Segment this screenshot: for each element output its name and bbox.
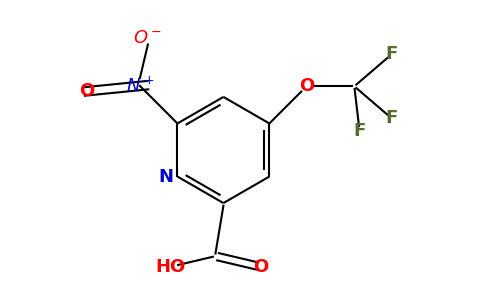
Text: O: O	[299, 77, 314, 95]
Text: O: O	[79, 82, 95, 100]
Text: F: F	[353, 122, 366, 140]
Text: $N^+$: $N^+$	[126, 76, 154, 96]
Text: O: O	[253, 258, 268, 276]
Text: HO: HO	[155, 258, 185, 276]
Text: N: N	[158, 167, 173, 185]
Text: $O^-$: $O^-$	[133, 29, 163, 47]
Text: F: F	[385, 109, 397, 127]
Text: F: F	[385, 46, 397, 64]
